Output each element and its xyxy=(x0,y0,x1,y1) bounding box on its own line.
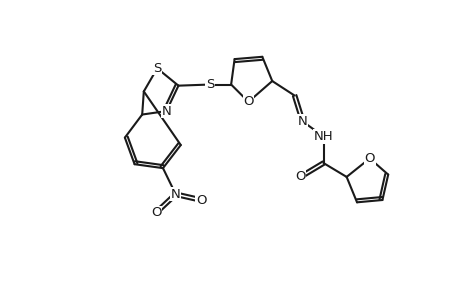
Text: O: O xyxy=(295,170,305,183)
Text: S: S xyxy=(206,78,214,91)
Text: N: N xyxy=(297,115,307,128)
Text: O: O xyxy=(196,194,206,206)
Text: NH: NH xyxy=(313,130,333,143)
Text: N: N xyxy=(161,105,171,118)
Text: N: N xyxy=(170,188,180,201)
Text: O: O xyxy=(364,152,374,165)
Text: O: O xyxy=(151,206,161,219)
Text: O: O xyxy=(243,95,253,108)
Text: S: S xyxy=(153,62,161,75)
